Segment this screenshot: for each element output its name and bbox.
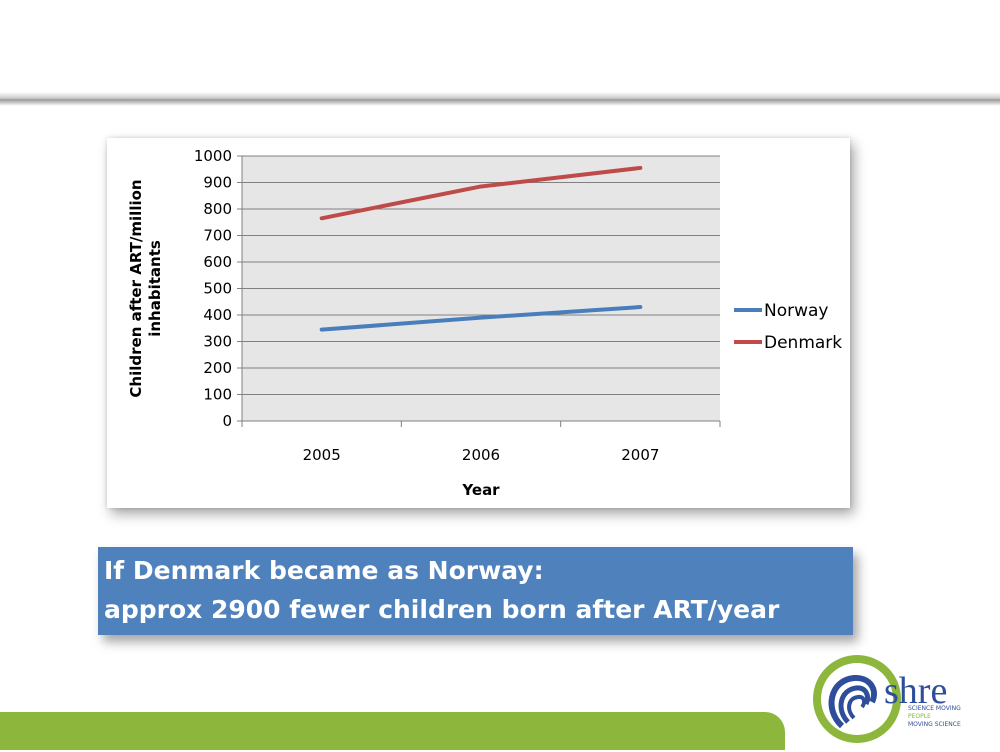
- logo-tagline-2: PEOPLE: [908, 713, 931, 720]
- y-tick-label: 700: [203, 227, 232, 245]
- callout-line-2: approx 2900 fewer children born after AR…: [104, 595, 780, 624]
- y-tick-label: 800: [203, 200, 232, 218]
- logo-spiral-icon: [813, 655, 901, 743]
- y-tick-label: 0: [222, 412, 232, 430]
- series-line-norway: [319, 305, 643, 332]
- logo-wordmark: shre: [884, 670, 948, 712]
- x-axis-title: Year: [461, 481, 500, 499]
- header-divider: [0, 92, 1000, 106]
- callout-box: If Denmark became as Norway: approx 2900…: [98, 547, 853, 635]
- y-tick-label: 1000: [194, 147, 232, 165]
- y-tick-label: 300: [203, 333, 232, 351]
- x-tick-label: 2006: [462, 446, 500, 464]
- chart-panel: 0 100 200 300 400 500 600 700 800 900 1000 2005 2006…: [107, 138, 850, 508]
- callout-line-1: If Denmark became as Norway:: [104, 556, 544, 585]
- x-tick-label: 2007: [621, 446, 659, 464]
- logo-tagline-3: MOVING SCIENCE: [908, 721, 961, 728]
- logo-tagline-1: SCIENCE MOVING: [908, 705, 961, 712]
- y-tick-label: 600: [203, 253, 232, 271]
- legend-label: Norway: [764, 301, 829, 321]
- footer-accent-bar: [0, 712, 785, 750]
- x-tick-label: 2005: [303, 446, 341, 464]
- y-tick-label: 900: [203, 174, 232, 192]
- legend-label: Denmark: [764, 333, 842, 353]
- y-tick-label: 500: [203, 280, 232, 298]
- series-line-denmark: [319, 165, 643, 221]
- y-axis-title: Children after ART/millioninhabitants: [127, 179, 164, 397]
- y-tick-label: 400: [203, 306, 232, 324]
- line-chart: 0 100 200 300 400 500 600 700 800 900 1000 2005 2006…: [127, 147, 842, 499]
- y-tick-label: 200: [203, 359, 232, 377]
- y-tick-label: 100: [203, 386, 232, 404]
- eshre-logo: shre SCIENCE MOVING PEOPLE MOVING SCIENC…: [812, 650, 992, 748]
